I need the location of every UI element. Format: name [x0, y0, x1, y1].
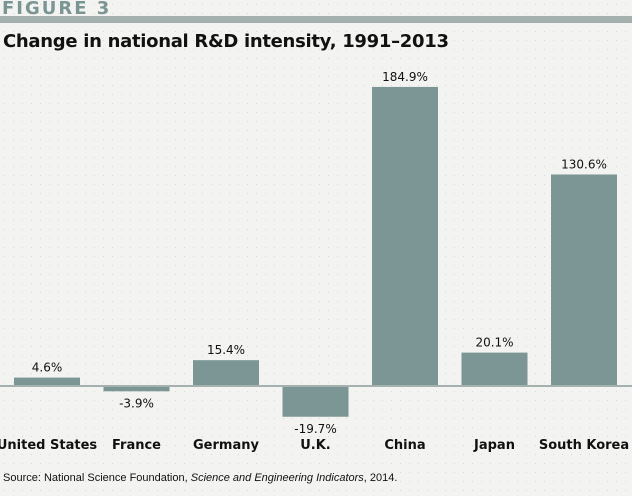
data-label: 184.9% — [382, 70, 428, 84]
data-label: -3.9% — [119, 396, 154, 410]
source-suffix: , 2014. — [363, 472, 398, 484]
bar-6 — [551, 174, 617, 385]
bar-0 — [14, 377, 80, 385]
source-prefix: Source: National Science Foundation, — [3, 472, 191, 484]
bar-5 — [461, 352, 528, 385]
header-rule — [0, 16, 632, 23]
data-label: -19.7% — [294, 422, 336, 436]
category-label: Japan — [473, 438, 515, 453]
bar-3 — [282, 385, 349, 417]
data-label: 20.1% — [475, 336, 513, 350]
category-label: Germany — [193, 438, 259, 453]
category-label: United States — [0, 438, 97, 453]
category-label: China — [384, 438, 425, 453]
data-label: 130.6% — [561, 157, 607, 171]
figure-label: FIGURE 3 — [2, 0, 112, 19]
bar-2 — [193, 360, 259, 385]
bar-1 — [103, 385, 170, 392]
bar-4 — [372, 86, 438, 386]
data-label: 15.4% — [207, 343, 245, 357]
source-title: Science and Engineering Indicators — [190, 472, 364, 484]
chart-title: Change in national R&D intensity, 1991–2… — [3, 31, 449, 52]
category-label: South Korea — [539, 438, 629, 453]
source-note: Source: National Science Foundation, Sci… — [3, 472, 397, 484]
category-label: U.K. — [300, 438, 331, 453]
category-label: France — [112, 438, 161, 453]
data-label: 4.6% — [32, 361, 63, 375]
